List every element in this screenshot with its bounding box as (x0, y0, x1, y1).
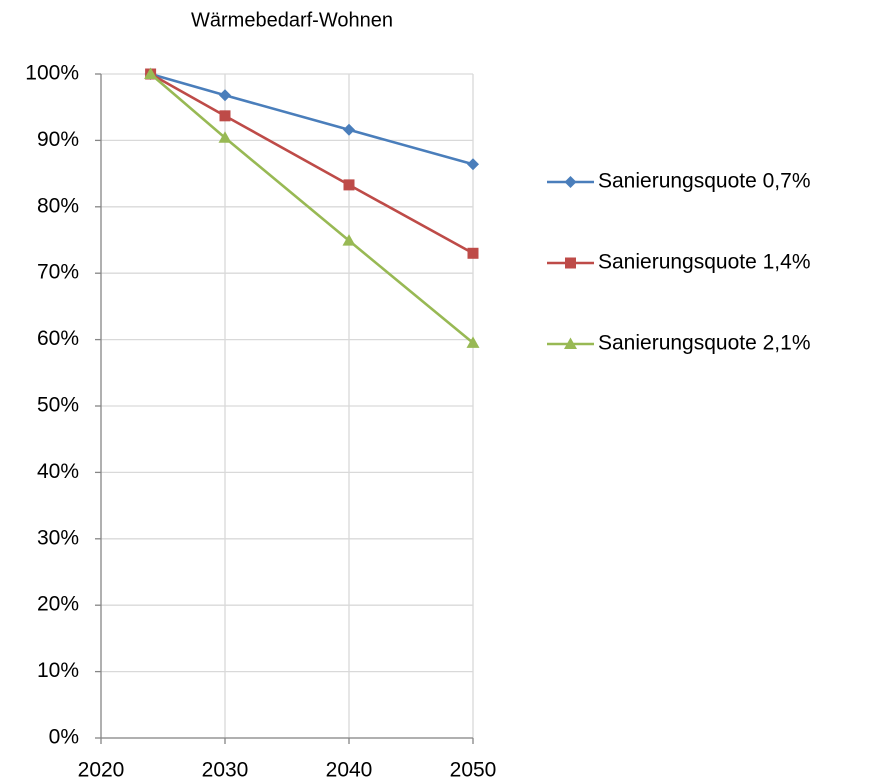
x-tick-label: 2050 (450, 759, 497, 782)
legend-marker (564, 176, 577, 188)
y-tick-label: 100% (25, 62, 79, 85)
y-tick-label: 70% (37, 261, 79, 284)
series-line (149, 73, 474, 344)
y-tick-label: 40% (37, 460, 79, 483)
x-tick-label: 2040 (326, 759, 373, 782)
x-tick-label: 2030 (202, 759, 249, 782)
marker (467, 247, 479, 259)
marker (467, 158, 479, 171)
marker (219, 110, 231, 122)
marker (342, 234, 356, 246)
y-tick-label: 90% (37, 128, 79, 151)
marker (343, 179, 355, 191)
marker (466, 336, 480, 348)
marker (218, 131, 232, 143)
series-line (150, 72, 474, 166)
legend-marker (565, 257, 576, 269)
y-tick-label: 20% (37, 593, 79, 616)
y-tick-label: 80% (37, 194, 79, 217)
y-tick-label: 0% (49, 726, 79, 749)
legend-label: Sanierungsquote 2,1% (598, 332, 811, 355)
y-tick-label: 50% (37, 394, 79, 417)
legend-label: Sanierungsquote 0,7% (598, 170, 811, 193)
y-tick-label: 10% (37, 659, 79, 682)
x-tick-label: 2020 (78, 759, 125, 782)
series-line (149, 72, 474, 255)
legend-label: Sanierungsquote 1,4% (598, 251, 811, 274)
y-tick-label: 60% (37, 327, 79, 350)
marker (219, 89, 231, 102)
marker (343, 123, 355, 136)
chart-title: Wärmebedarf-Wohnen (191, 9, 393, 31)
y-tick-label: 30% (37, 526, 79, 549)
marker (144, 67, 158, 79)
legend-marker (564, 337, 577, 349)
